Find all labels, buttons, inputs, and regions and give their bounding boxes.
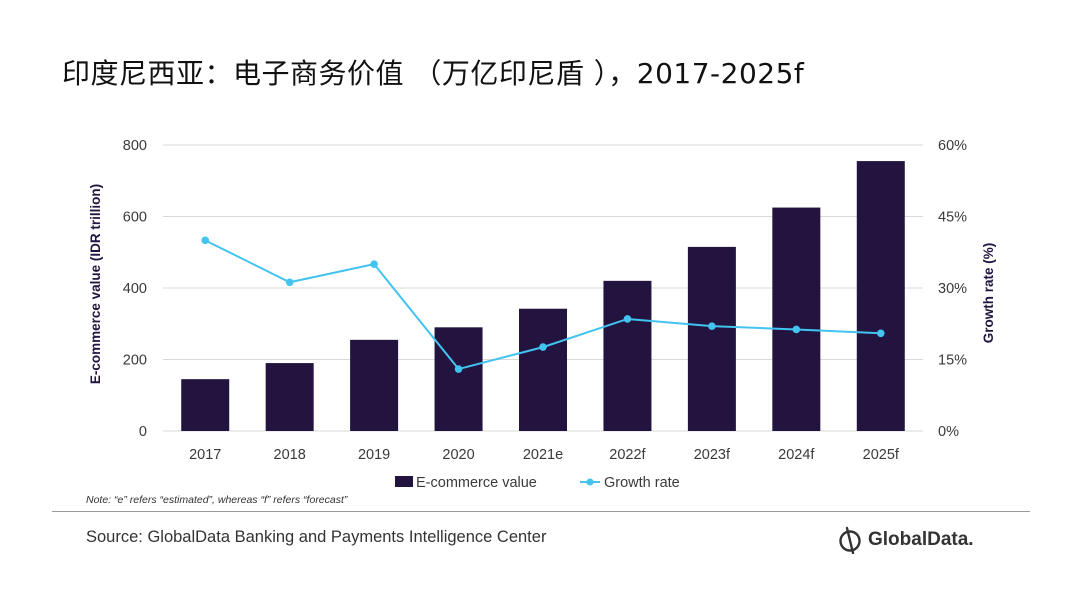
x-tick-label: 2019 [358, 447, 390, 463]
x-tick-label: 2017 [189, 447, 221, 463]
y2-tick-label: 45% [938, 210, 967, 226]
x-tick-label: 2021e [523, 447, 563, 463]
y-tick-label: 800 [123, 138, 147, 154]
bar [181, 379, 230, 431]
y-tick-label: 200 [123, 353, 147, 369]
x-tick-label: 2024f [778, 447, 815, 463]
y2-axis-title: Growth rate (%) [981, 243, 996, 344]
legend-label-bar: E-commerce value [416, 475, 537, 491]
y-tick-label: 600 [123, 210, 147, 226]
bar [687, 246, 736, 431]
y-tick-label: 400 [123, 281, 147, 297]
bar [519, 308, 567, 431]
line-point [201, 236, 210, 245]
bar [434, 327, 483, 431]
x-tick-label: 2022f [609, 447, 646, 463]
bar-series [181, 161, 905, 431]
line-series [201, 236, 885, 373]
bar [603, 280, 652, 431]
y2-tick-label: 30% [938, 281, 967, 297]
line-point [539, 343, 547, 351]
line-point [285, 278, 294, 287]
x-tick-label: 2023f [694, 447, 731, 463]
combo-chart: 0 0% 200 15% 400 30% 600 45% 800 60% 2017 2018 2019 2… [88, 138, 996, 491]
line-point [454, 365, 463, 373]
legend-label-line: Growth rate [604, 475, 680, 491]
legend: E-commerce value Growth rate [395, 475, 680, 491]
source-text: Source: GlobalData Banking and Payments … [86, 528, 547, 546]
globaldata-logo-icon [839, 526, 861, 554]
page-title: 印度尼西亚：电子商务价值 （万亿印尼盾 ），2017-2025f [62, 57, 805, 90]
y2-tick-label: 60% [938, 138, 967, 154]
y-tick-label: 0 [139, 424, 147, 440]
x-tick-label: 2020 [442, 447, 474, 463]
legend-swatch-marker [586, 478, 594, 486]
y2-tick-label: 0% [938, 424, 959, 440]
line-point [623, 315, 632, 323]
bar [772, 207, 821, 431]
bar [856, 161, 905, 431]
x-tick-label: 2025f [863, 447, 900, 463]
y-axis-title: E-commerce value (IDR trillion) [88, 184, 103, 384]
line-point [708, 322, 716, 330]
y2-tick-label: 15% [938, 353, 967, 369]
legend-swatch-bar [395, 476, 413, 487]
bar [350, 339, 399, 431]
bar [265, 363, 314, 431]
divider [52, 511, 1030, 512]
line-point [792, 325, 801, 334]
brand-name: GlobalData. [868, 529, 974, 550]
axes: 0 0% 200 15% 400 30% 600 45% 800 60% 2017 2018 2019 2… [88, 138, 996, 463]
line-point [370, 260, 378, 268]
chart-note: Note: “e” refers “estimated”, whereas “f… [86, 494, 348, 506]
line-point [876, 329, 885, 338]
brand-logo: GlobalData. [838, 526, 974, 554]
x-tick-label: 2018 [274, 447, 306, 463]
